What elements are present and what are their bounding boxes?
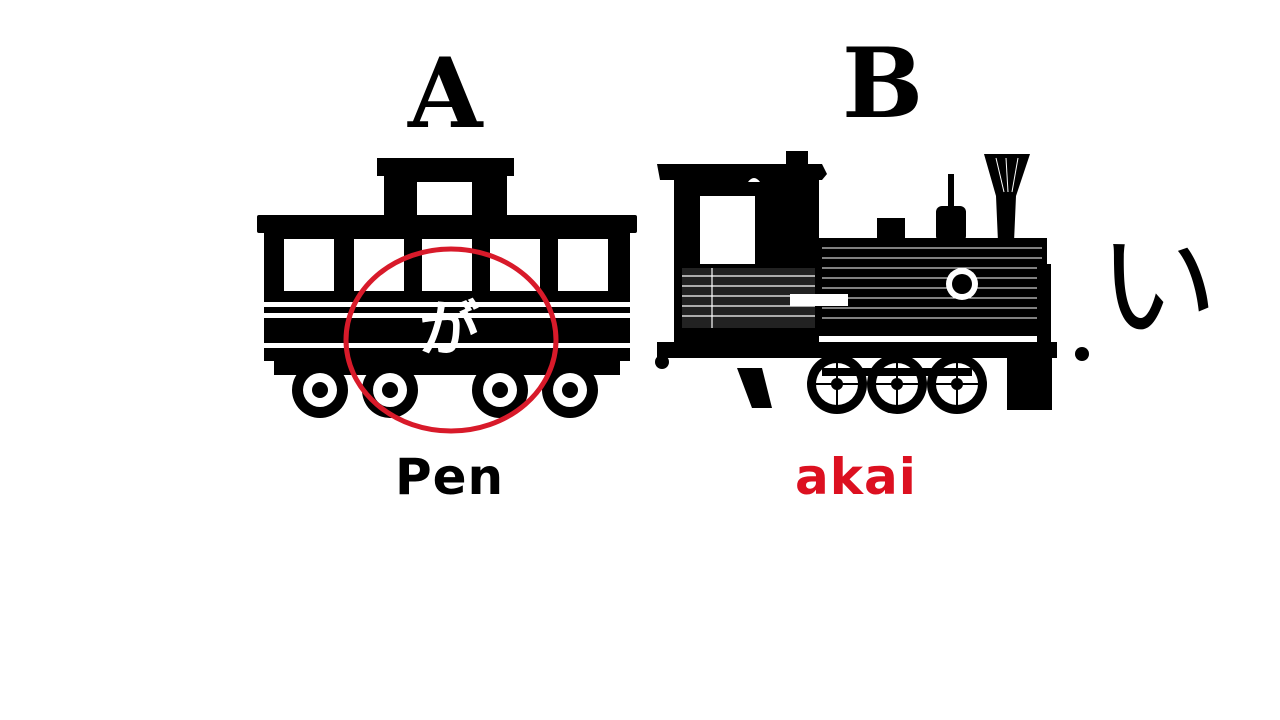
- highlight-circle: [343, 246, 559, 434]
- word-b: akai: [795, 448, 917, 506]
- label-b: B: [842, 27, 924, 140]
- kana-i: い: [1098, 218, 1218, 357]
- label-a: A: [408, 37, 483, 150]
- steam-locomotive-illustration: [655, 151, 1089, 414]
- particle-ga: が: [419, 295, 479, 365]
- word-a: Pen: [395, 448, 505, 506]
